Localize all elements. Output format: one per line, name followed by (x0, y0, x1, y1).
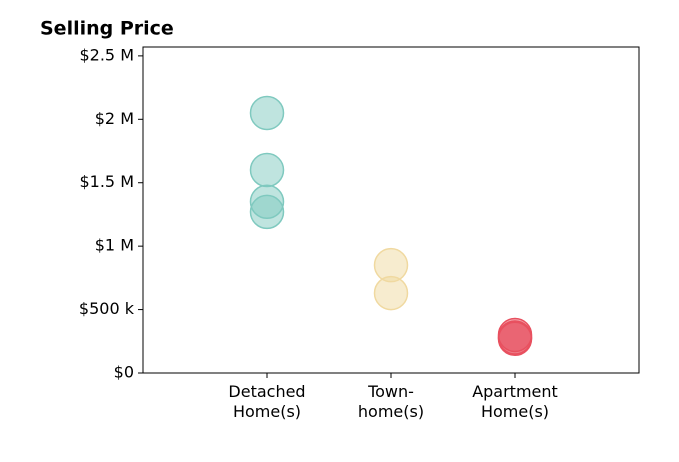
y-tick-label: $500 k (79, 299, 135, 318)
x-tick-label: Town-home(s) (358, 382, 424, 421)
chart-title: Selling Price (40, 18, 174, 40)
point (249, 95, 285, 131)
y-tick-label: $2.5 M (79, 45, 134, 64)
y-tick-label: $0 (114, 363, 134, 382)
x-tick-label: Apartment Home(s) (472, 382, 558, 421)
y-tick-label: $1 M (95, 236, 134, 255)
y-tick-label: $2 M (95, 109, 134, 128)
point (249, 194, 285, 230)
plot-frame (142, 46, 640, 374)
y-tick-label: $1.5 M (79, 172, 134, 191)
x-tick-label: Detached Home(s) (228, 382, 305, 421)
point (249, 152, 285, 188)
point (373, 275, 409, 311)
point (497, 321, 533, 357)
